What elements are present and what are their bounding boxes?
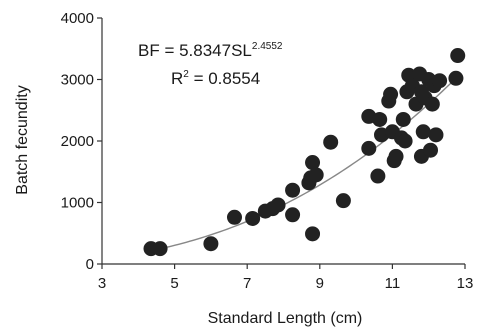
- data-point: [415, 124, 431, 140]
- r2-sup: 2: [183, 69, 189, 80]
- x-axis-label: Standard Length (cm): [208, 310, 363, 327]
- data-point: [432, 73, 448, 89]
- y-axis-label: Batch fecundity: [14, 85, 31, 194]
- x-tick-label: 3: [98, 275, 106, 292]
- data-point: [424, 96, 440, 112]
- r2-lhs: R: [171, 69, 183, 88]
- y-tick-label: 0: [86, 256, 94, 273]
- data-point: [372, 111, 388, 127]
- data-point: [370, 168, 386, 184]
- data-point: [226, 209, 242, 225]
- data-point: [323, 134, 339, 150]
- data-point: [450, 48, 466, 64]
- y-axis: 0 1000 2000 3000 4000: [61, 10, 103, 273]
- x-axis: 3 5 7 9 11 13: [98, 263, 474, 292]
- equation-lhs: BF = 5.8347SL: [138, 41, 252, 60]
- data-point: [270, 197, 286, 213]
- y-tick-label: 1000: [61, 195, 94, 212]
- y-tick-label: 2000: [61, 133, 94, 150]
- data-point: [423, 142, 439, 158]
- plot-area: [143, 48, 466, 257]
- x-tick-label: 9: [316, 275, 324, 292]
- equation-exponent: 2.4552: [252, 41, 283, 52]
- r2-rhs: = 0.8554: [189, 69, 260, 88]
- data-point: [305, 226, 321, 242]
- x-tick-label: 13: [457, 275, 474, 292]
- data-point: [383, 86, 399, 102]
- data-point: [152, 241, 168, 257]
- data-point: [308, 167, 324, 183]
- y-tick-label: 4000: [61, 10, 94, 27]
- y-tick-label: 3000: [61, 72, 94, 89]
- data-point: [397, 133, 413, 149]
- x-tick-label: 11: [385, 275, 401, 292]
- data-point: [335, 193, 351, 209]
- data-point: [448, 70, 464, 86]
- data-point: [305, 155, 321, 171]
- svg-text:R2 = 0.8554: R2 = 0.8554: [171, 69, 260, 88]
- data-point: [388, 148, 404, 164]
- svg-text:BF = 5.8347SL2.4552: BF = 5.8347SL2.4552: [138, 41, 283, 60]
- data-point: [245, 210, 261, 226]
- data-point: [428, 127, 444, 143]
- data-point: [361, 140, 377, 156]
- x-tick-label: 5: [170, 275, 178, 292]
- data-point: [285, 207, 301, 223]
- data-point: [395, 111, 411, 127]
- data-point: [203, 236, 219, 252]
- equation-annotation: BF = 5.8347SL2.4552 R2 = 0.8554: [138, 41, 283, 88]
- x-tick-label: 7: [243, 275, 251, 292]
- data-point: [285, 182, 301, 198]
